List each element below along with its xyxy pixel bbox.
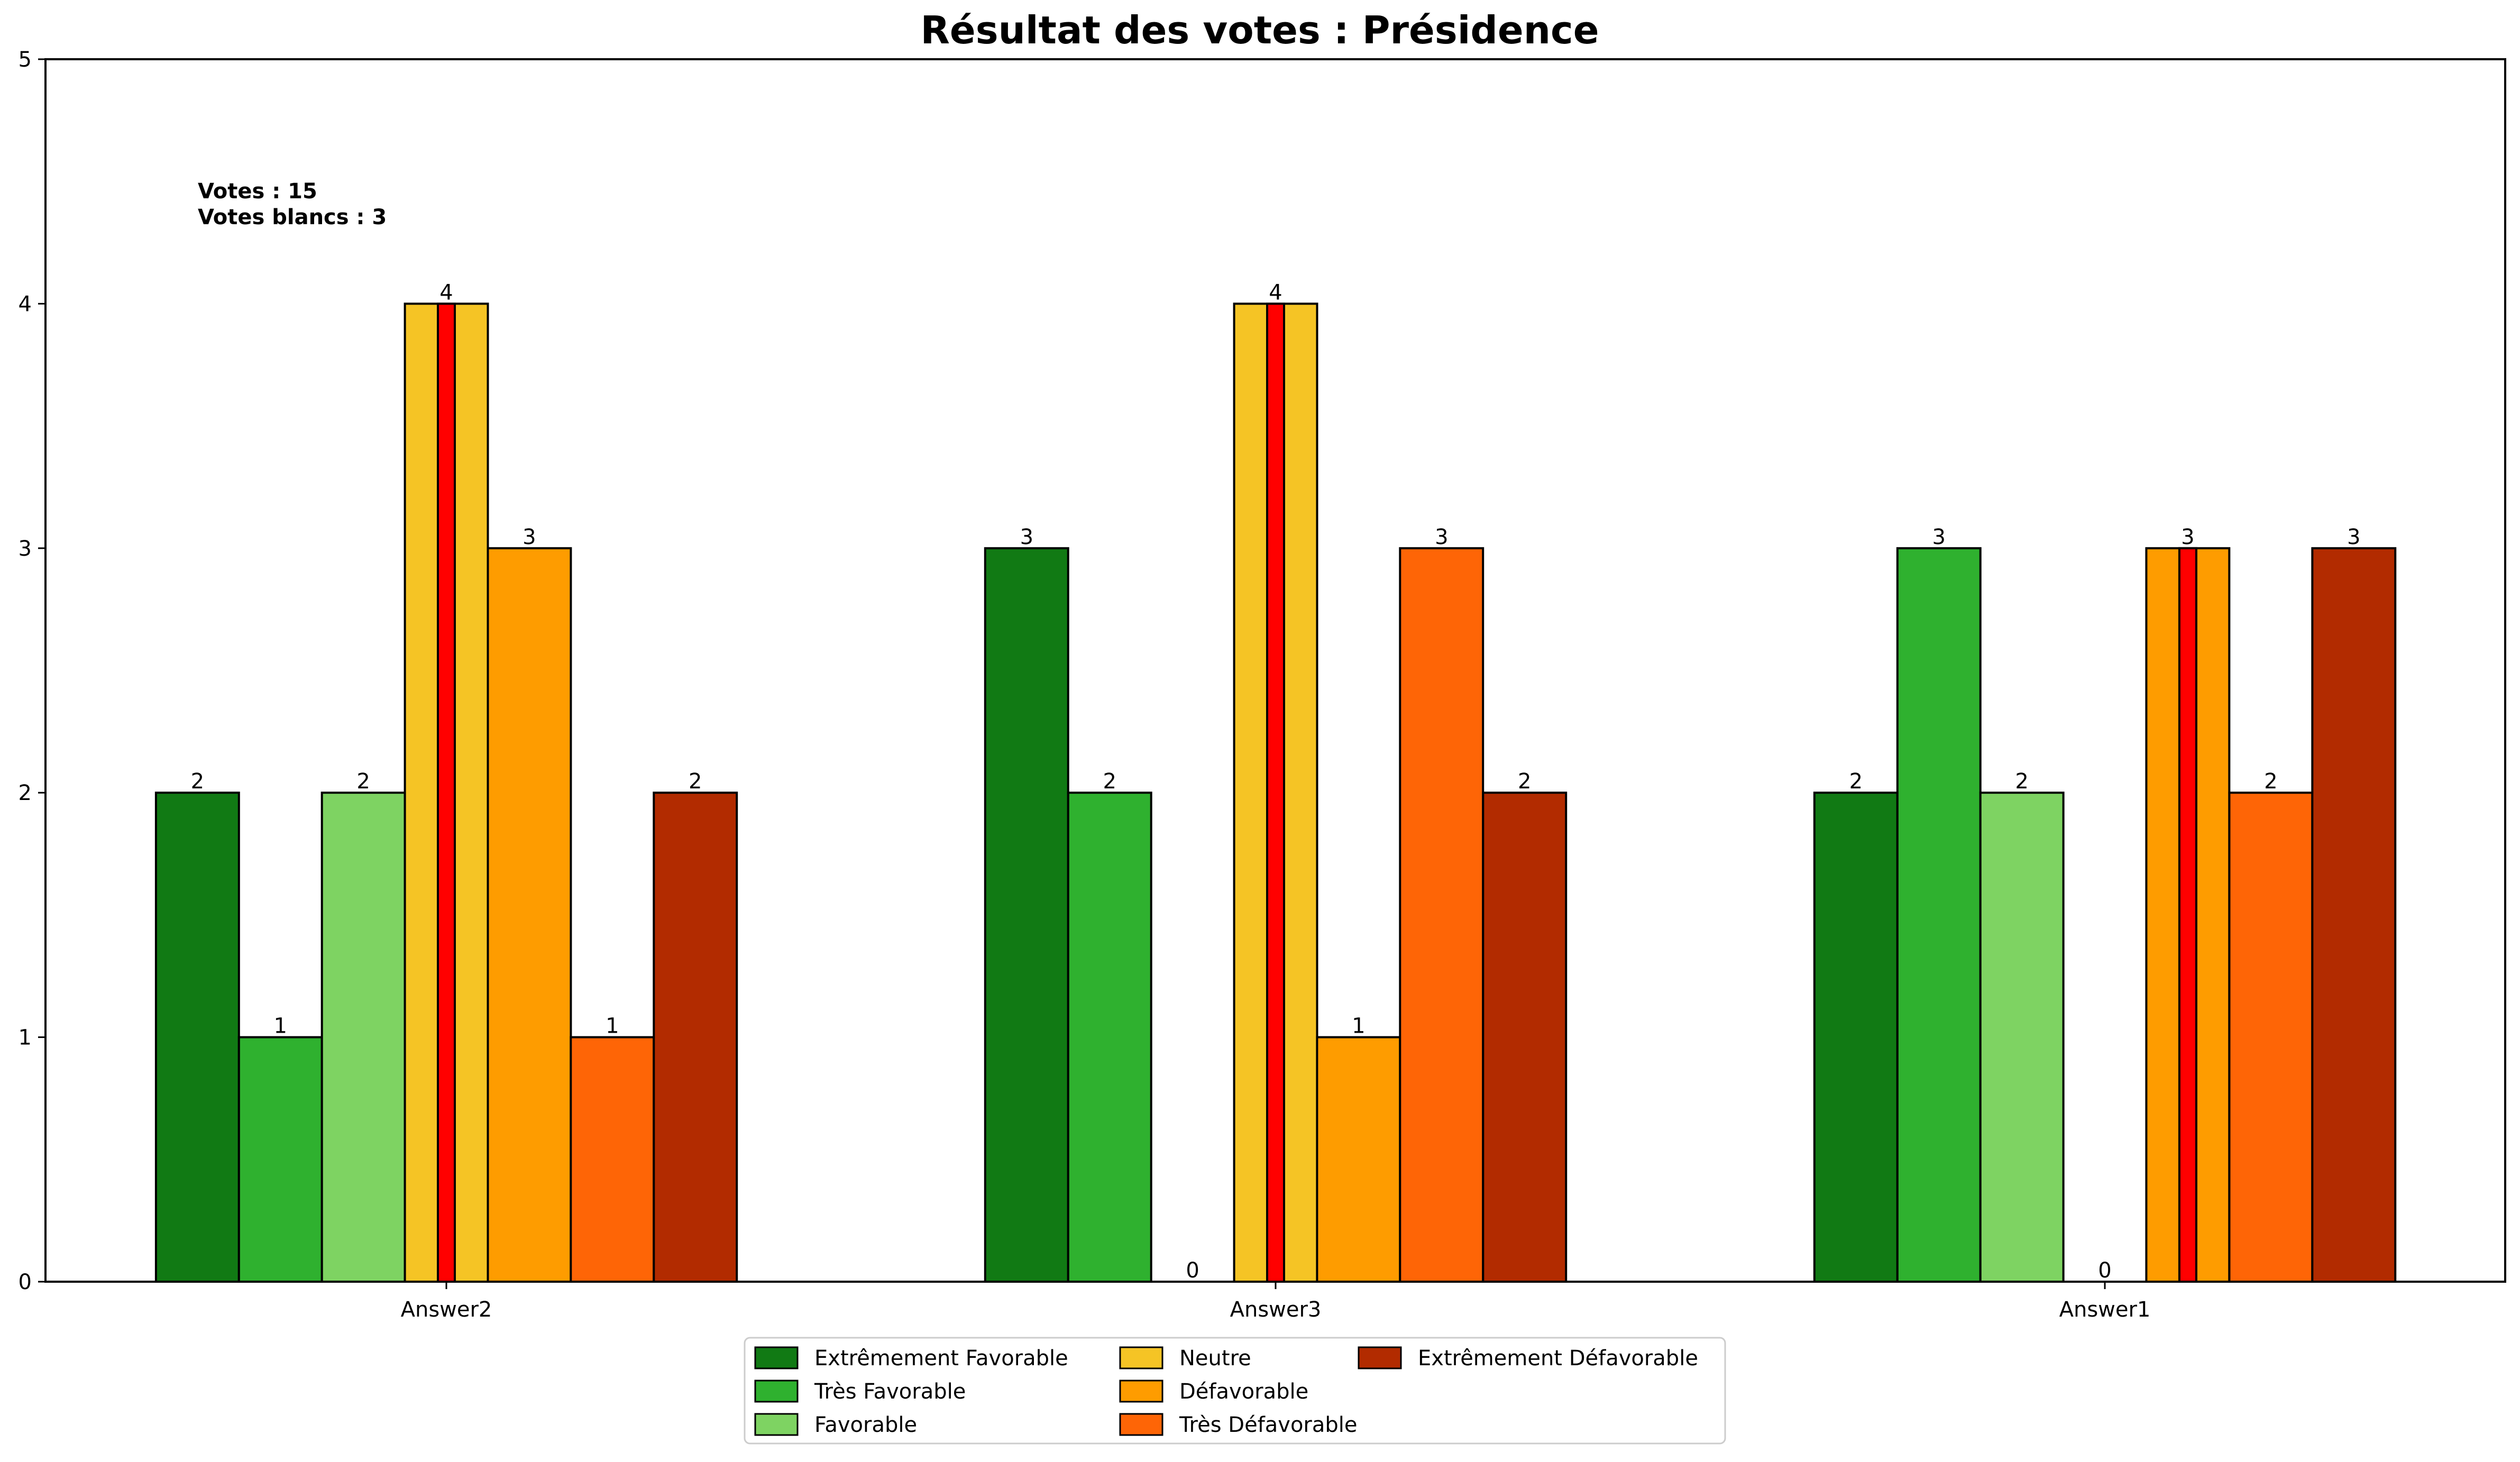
bar-value-label: 1 [273,1014,287,1038]
chart-title: Résultat des votes : Présidence [920,8,1599,52]
legend-swatch [1119,1346,1163,1369]
legend-label: Très Favorable [814,1380,966,1404]
bar [154,792,240,1283]
labels-layer: 2 1 2 4 3 1 2 3 2 0 4 1 3 2 2 3 2 0 3 2 3 [191,280,2361,1283]
y-tick-label: 3 [19,537,32,561]
bar-value-label: 2 [1103,769,1116,794]
legend-label: Défavorable [1179,1380,1308,1404]
bar-value-label: 2 [2015,769,2028,794]
bars-layer [154,302,2397,1283]
bar-value-label: 2 [191,769,204,794]
legend-swatch [1119,1380,1163,1403]
bar [1482,792,1568,1283]
bar-value-label: 0 [1186,1258,1199,1283]
y-tick-label: 0 [19,1270,32,1294]
legend-label: Neutre [1179,1346,1251,1371]
legend-label: Extrêmement Favorable [814,1346,1068,1371]
bar-value-label: 3 [1435,525,1448,549]
bar-value-label: 4 [439,280,453,305]
median-marker [437,302,456,1283]
bar-value-label: 1 [1352,1014,1365,1038]
axes-layer: 0 1 2 3 4 5 Answer2 Answer3 Answer1 [19,48,2506,1322]
bar [1896,547,1982,1283]
bar [487,547,572,1283]
bar-value-label: 2 [356,769,370,794]
bar [320,792,406,1283]
median-marker [2178,547,2197,1283]
y-tick-label: 1 [19,1026,32,1050]
bar [2311,547,2397,1283]
legend-label: Favorable [814,1413,917,1437]
vote-count-annotation: Votes : 15 Votes blancs : 3 [198,179,387,229]
bar-value-label: 3 [2347,525,2360,549]
bar [237,1036,323,1283]
legend-swatch [1358,1346,1402,1369]
bar-value-label: 3 [2181,525,2194,549]
bar-value-label: 2 [2264,769,2277,794]
x-tick-label: Answer1 [2059,1298,2151,1322]
y-tick-label: 4 [19,292,32,316]
bar-value-label: 2 [689,769,702,794]
legend-swatch [1119,1413,1163,1436]
y-tick-label: 5 [19,48,32,72]
legend-swatch [754,1413,799,1436]
blank-votes-text: Votes blancs : 3 [198,205,387,229]
bar-value-label: 2 [1849,769,1863,794]
bar [653,792,738,1283]
legend: Extrêmement Favorable Très Favorable Favor… [744,1337,1726,1445]
legend-label: Extrêmement Défavorable [1418,1346,1698,1371]
bar-value-label: 4 [1269,280,1282,305]
legend-swatch [754,1380,799,1403]
bar-value-label: 1 [606,1014,619,1038]
legend-label: Très Défavorable [1179,1413,1358,1437]
bar [1979,792,2065,1283]
bar [1067,792,1152,1283]
bar-value-label: 3 [1020,525,1033,549]
y-tick-label: 2 [19,781,32,805]
bar-value-label: 2 [1518,769,1531,794]
bar [1399,547,1484,1283]
x-tick-label: Answer3 [1230,1298,1322,1322]
bar [2228,792,2314,1283]
bar-value-label: 3 [1932,525,1945,549]
bar [570,1036,655,1283]
bar-value-label: 3 [523,525,536,549]
bar [984,547,1069,1283]
bar [1813,792,1899,1283]
x-tick-label: Answer2 [401,1298,492,1322]
legend-swatch [754,1346,799,1369]
total-votes-text: Votes : 15 [198,179,317,204]
median-marker [1266,302,1285,1283]
bar-value-label: 0 [2098,1258,2111,1283]
legend-box [744,1337,1726,1445]
bar [1316,1036,1401,1283]
